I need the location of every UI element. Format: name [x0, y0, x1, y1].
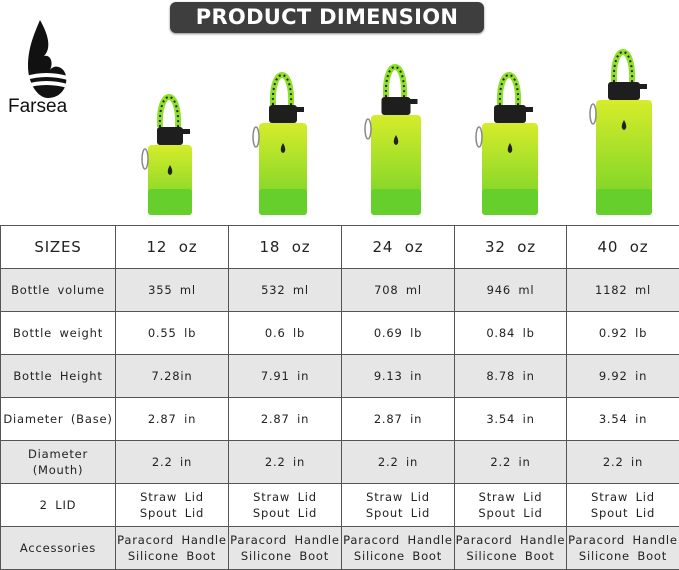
- value-cell: 2.87 in: [229, 398, 342, 441]
- value-cell: 2.2 in: [229, 441, 342, 484]
- value-cell: 2.87 in: [342, 398, 455, 441]
- header-cell: 12 oz: [116, 226, 229, 269]
- value-cell: Paracord Handle Silicone Boot: [116, 527, 229, 570]
- value-cell: 2.2 in: [455, 441, 567, 484]
- value-cell: Straw Lid Spout Lid: [455, 484, 567, 527]
- header-cell: 24 oz: [342, 226, 455, 269]
- value-cell: 708 ml: [342, 269, 455, 312]
- brand-name: Farsea: [8, 96, 67, 118]
- value-cell: 8.78 in: [455, 355, 567, 398]
- header-cell: SIZES: [1, 226, 116, 269]
- value-cell: Straw Lid Spout Lid: [116, 484, 229, 527]
- value-cell: 0.6 lb: [229, 312, 342, 355]
- value-cell: 355 ml: [116, 269, 229, 312]
- value-cell: Straw Lid Spout Lid: [229, 484, 342, 527]
- header-cell: 18 oz: [229, 226, 342, 269]
- value-cell: 0.69 lb: [342, 312, 455, 355]
- row-label: Bottle weight: [1, 312, 116, 355]
- page-title: PRODUCT DIMENSION: [170, 2, 484, 33]
- value-cell: 2.2 in: [116, 441, 229, 484]
- value-cell: 3.54 in: [455, 398, 567, 441]
- row-label: Bottle volume: [1, 269, 116, 312]
- value-cell: 532 ml: [229, 269, 342, 312]
- value-cell: 946 ml: [455, 269, 567, 312]
- value-cell: 2.2 in: [567, 441, 679, 484]
- row-label: 2 LID: [1, 484, 116, 527]
- row-label: Accessories: [1, 527, 116, 570]
- bottle-image: [245, 65, 321, 215]
- value-cell: 9.92 in: [567, 355, 679, 398]
- value-cell: 0.92 lb: [567, 312, 679, 355]
- row-label: Diameter (Mouth): [1, 441, 116, 484]
- value-cell: 0.84 lb: [455, 312, 567, 355]
- value-cell: Paracord Handle Silicone Boot: [342, 527, 455, 570]
- header-cell: 40 oz: [567, 226, 679, 269]
- value-cell: Paracord Handle Silicone Boot: [229, 527, 342, 570]
- value-cell: Straw Lid Spout Lid: [342, 484, 455, 527]
- value-cell: 3.54 in: [567, 398, 679, 441]
- value-cell: Paracord Handle Silicone Boot: [455, 527, 567, 570]
- value-cell: 7.91 in: [229, 355, 342, 398]
- bottle-image: [134, 87, 206, 215]
- bottle-image: [468, 65, 552, 215]
- value-cell: 9.13 in: [342, 355, 455, 398]
- row-label: Bottle Height: [1, 355, 116, 398]
- row-label: Diameter (Base): [1, 398, 116, 441]
- bottle-image: [582, 42, 666, 215]
- value-cell: 2.2 in: [342, 441, 455, 484]
- value-cell: 1182 ml: [567, 269, 679, 312]
- value-cell: Straw Lid Spout Lid: [567, 484, 679, 527]
- value-cell: Paracord Handle Silicone Boot: [567, 527, 679, 570]
- header-cell: 32 oz: [455, 226, 567, 269]
- value-cell: 2.87 in: [116, 398, 229, 441]
- value-cell: 0.55 lb: [116, 312, 229, 355]
- bottle-image: [357, 57, 435, 215]
- value-cell: 7.28in: [116, 355, 229, 398]
